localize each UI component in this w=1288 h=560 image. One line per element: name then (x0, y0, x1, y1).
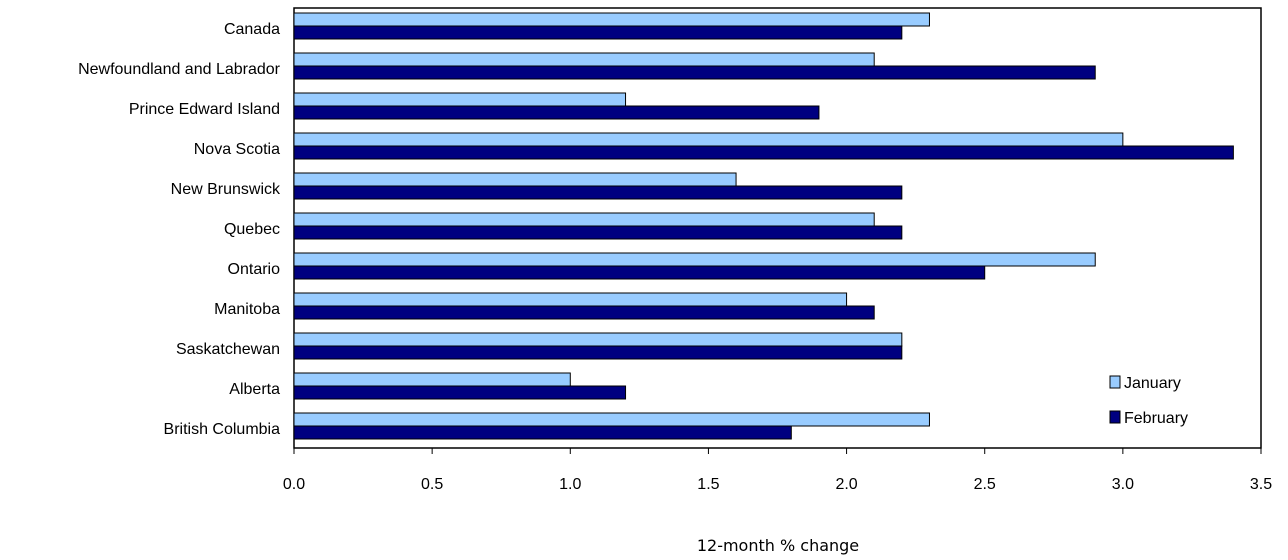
x-tick-label: 3.5 (1250, 476, 1272, 493)
category-label: Nova Scotia (194, 141, 280, 158)
x-tick-label: 3.0 (1112, 476, 1134, 493)
bar-january-canada (293, 12, 930, 27)
bar-february-british-columbia (293, 425, 792, 440)
bar-january-nova-scotia (293, 132, 1124, 147)
bar-january-alberta (293, 372, 571, 387)
bar-february-prince-edward-island (293, 105, 820, 120)
category-label: Saskatchewan (176, 341, 280, 358)
x-axis-ticks: 0.0 0.5 1.0 1.5 2.0 2.5 3.0 3.5 (283, 448, 1272, 493)
bar-january-newfoundland-and-labrador (293, 52, 875, 67)
bar-january-manitoba (293, 292, 848, 307)
legend-swatch-february (1109, 410, 1121, 424)
category-label: Prince Edward Island (129, 101, 280, 118)
category-label: Newfoundland and Labrador (78, 61, 281, 78)
category-labels: Canada Newfoundland and Labrador Prince Ed… (78, 21, 281, 438)
bar-february-ontario (293, 265, 986, 280)
bar-february-nova-scotia (293, 145, 1234, 160)
bar-january-ontario (293, 252, 1096, 267)
category-label: New Brunswick (171, 181, 281, 198)
bar-january-quebec (293, 212, 875, 227)
legend-swatch-january (1109, 375, 1121, 389)
legend-label-february: February (1124, 410, 1188, 427)
bar-february-newfoundland-and-labrador (293, 65, 1096, 80)
bar-february-canada (293, 25, 903, 40)
x-tick-label: 1.0 (559, 476, 581, 493)
bar-february-new-brunswick (293, 185, 903, 200)
x-tick-label: 1.5 (697, 476, 719, 493)
category-label: Alberta (229, 381, 280, 398)
bar-january-prince-edward-island (293, 92, 627, 107)
bar-february-quebec (293, 225, 903, 240)
bar-february-saskatchewan (293, 345, 903, 360)
x-tick-label: 2.5 (974, 476, 996, 493)
x-tick-label: 0.5 (421, 476, 443, 493)
x-axis-title: 12-month % change (697, 536, 859, 555)
x-tick-label: 0.0 (283, 476, 305, 493)
category-label: Manitoba (214, 301, 280, 318)
category-label: Quebec (224, 221, 280, 238)
category-label: British Columbia (164, 421, 281, 438)
legend: January February (1109, 375, 1188, 427)
bar-february-alberta (293, 385, 627, 400)
bar-january-new-brunswick (293, 172, 737, 187)
bar-january-saskatchewan (293, 332, 903, 347)
category-label: Ontario (228, 261, 281, 278)
bar-february-manitoba (293, 305, 875, 320)
category-label: Canada (224, 21, 280, 38)
x-tick-label: 2.0 (835, 476, 857, 493)
legend-label-january: January (1124, 375, 1181, 392)
bars (293, 12, 1234, 440)
bar-january-british-columbia (293, 412, 930, 427)
